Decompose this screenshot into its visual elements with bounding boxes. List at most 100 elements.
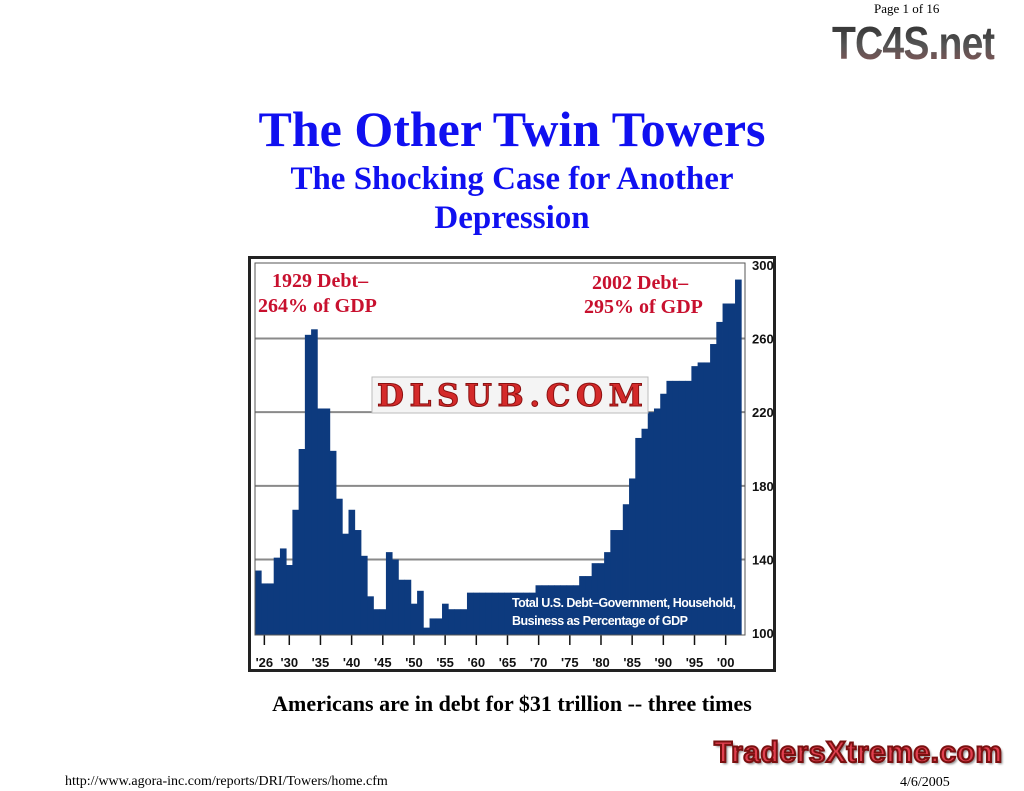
x-tick-label: '40 <box>343 655 361 670</box>
page-indicator: Page 1 of 16 <box>874 1 940 16</box>
bar <box>604 552 611 635</box>
x-tick-label: '60 <box>468 655 486 670</box>
bar <box>435 618 443 635</box>
bar <box>697 362 705 635</box>
bar <box>498 592 505 635</box>
x-tick-label: '50 <box>405 655 423 670</box>
page-subtitle: The Shocking Case for Another Depression <box>290 161 734 236</box>
annotation-2002-line2: 295% of GDP <box>584 296 703 318</box>
bar <box>672 380 680 635</box>
y-tick-label: 180 <box>752 479 774 494</box>
bar <box>273 557 281 635</box>
bar <box>398 579 406 635</box>
bar <box>710 344 717 635</box>
bar <box>622 504 630 635</box>
bar <box>385 552 393 635</box>
bar <box>348 509 356 635</box>
x-tick-label: '55 <box>436 655 454 670</box>
bar <box>597 563 605 635</box>
bar <box>491 592 499 635</box>
y-tick-label: 140 <box>752 552 774 567</box>
bar <box>554 585 561 635</box>
debt-chart: 100 140 180 220 260 300 '26 '30 '35 '40 '45 '50 '55 '… <box>248 256 776 672</box>
bar <box>591 563 599 635</box>
bar <box>267 583 275 635</box>
bar <box>703 362 711 635</box>
bar <box>685 380 692 635</box>
bar <box>523 592 530 635</box>
footer-date: 4/6/2005 <box>900 775 950 790</box>
x-tick-label: '75 <box>561 655 579 670</box>
bar <box>423 627 430 635</box>
bar <box>255 570 262 635</box>
page-title: The Other Twin Towers <box>258 101 766 157</box>
chart-note-line2: Business as Percentage of GDP <box>512 614 688 628</box>
bar <box>417 590 424 635</box>
x-tick-label: '35 <box>312 655 330 670</box>
x-tick-label: '95 <box>686 655 704 670</box>
bar <box>473 592 480 635</box>
caption: Americans are in debt for $31 trillion -… <box>272 691 752 716</box>
watermark-text: DLSUB.COM <box>377 378 643 414</box>
bar <box>460 609 468 635</box>
bar <box>666 380 674 635</box>
y-tick-label: 220 <box>752 405 774 420</box>
bar <box>647 412 655 635</box>
plot-border <box>254 262 746 636</box>
bar <box>373 609 381 635</box>
chart-note-line1: Total U.S. Debt–Government, Household, <box>512 596 736 610</box>
bar <box>354 530 362 635</box>
x-tick-label: '90 <box>655 655 673 670</box>
bar <box>635 437 642 635</box>
annotation-2002-line1: 2002 Debt– <box>592 272 689 294</box>
bar <box>510 592 518 635</box>
bar <box>392 559 399 635</box>
bar <box>304 334 312 635</box>
bar <box>342 533 349 635</box>
bar <box>541 585 549 635</box>
tradersxtreme-logo: TradersXtreme.com <box>713 735 1003 770</box>
bar <box>317 408 324 635</box>
bar <box>429 618 437 635</box>
bar <box>691 366 699 635</box>
bar <box>448 609 455 635</box>
bar <box>653 408 661 635</box>
x-tick-label: '30 <box>281 655 299 670</box>
bar <box>585 576 593 635</box>
bar <box>678 380 686 635</box>
bar <box>261 583 268 635</box>
bar <box>442 603 449 635</box>
x-tick-label: '80 <box>592 655 610 670</box>
x-tick-label: '45 <box>374 655 392 670</box>
bar <box>286 565 293 635</box>
footer-url[interactable]: http://www.agora-inc.com/reports/DRI/Tow… <box>65 774 388 789</box>
bar <box>479 592 487 635</box>
bar <box>504 592 511 635</box>
bar <box>566 585 574 635</box>
bar <box>572 585 580 635</box>
bar <box>336 498 343 635</box>
bar <box>610 530 617 635</box>
x-tick-label: '26 <box>256 655 274 670</box>
x-tick-label: '70 <box>530 655 548 670</box>
bar <box>410 603 418 635</box>
bar <box>329 450 337 635</box>
y-tick-label: 300 <box>752 258 774 273</box>
bar <box>716 321 723 635</box>
bar <box>311 329 318 635</box>
bar <box>466 592 474 635</box>
x-tick-label: '85 <box>623 655 641 670</box>
bar <box>379 609 387 635</box>
bar <box>535 585 543 635</box>
x-tick-label: '65 <box>499 655 517 670</box>
bar <box>404 579 412 635</box>
bar <box>641 428 649 635</box>
bar <box>728 303 736 635</box>
dlsub-watermark: DLSUB.COM <box>371 376 649 415</box>
bar <box>292 509 300 635</box>
bar <box>323 408 331 635</box>
annotation-1929-line1: 1929 Debt– <box>272 270 369 292</box>
bar <box>298 449 306 635</box>
bar <box>454 609 462 635</box>
x-tick-label: '00 <box>717 655 735 670</box>
